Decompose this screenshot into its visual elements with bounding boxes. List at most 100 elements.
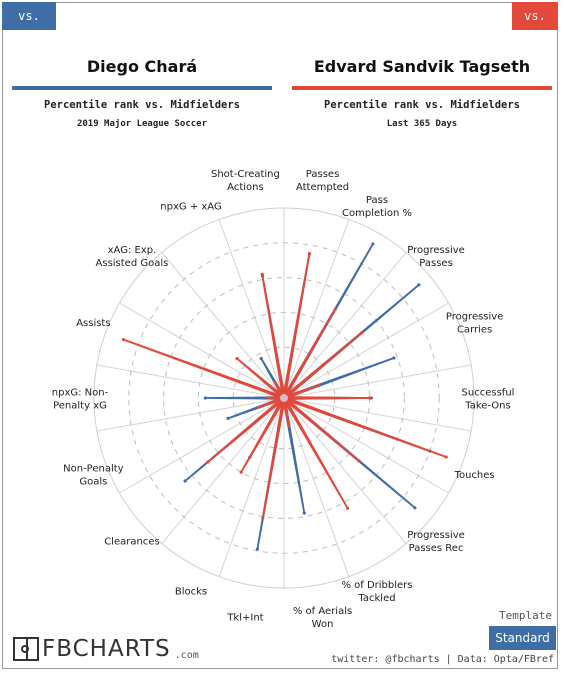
player2-subtitle: Percentile rank vs. Midfielders [324, 99, 520, 111]
category-label: Pass Completion % [342, 195, 412, 219]
radial-line [283, 397, 350, 577]
category-label: npxG + xAG [160, 202, 221, 213]
radial-line [119, 397, 285, 494]
category-label: Successful Take-Ons [462, 388, 515, 412]
category-label-line: % of Dribblers [341, 580, 412, 591]
series-point-1 [226, 416, 230, 420]
category-label: Touches [454, 470, 495, 481]
category-label-line: Actions [227, 182, 264, 193]
series-point-1 [392, 356, 396, 360]
category-label-line: Clearances [104, 537, 159, 548]
radial-line [283, 219, 350, 399]
category-label-line: Passes [419, 258, 453, 269]
radial-line [283, 397, 449, 494]
series-point-1 [302, 511, 306, 515]
series-point-2 [239, 470, 243, 474]
pitch-icon [13, 637, 39, 661]
grid-ring [93, 207, 475, 589]
series-point-2 [206, 460, 210, 464]
category-label: xAG: Exp. Assisted Goals [96, 245, 169, 269]
category-label-line: npxG + xAG [160, 202, 221, 213]
category-label: Progressive Carries [446, 312, 504, 336]
category-label: Progressive Passes Rec [407, 530, 465, 554]
player2-context: Last 365 Days [386, 119, 458, 129]
series-point-1 [413, 506, 417, 510]
template-standard-button[interactable]: Standard [489, 626, 556, 650]
category-label-line: npxG: Non- [52, 388, 109, 399]
category-label: npxG: Non- Penalty xG [52, 388, 109, 412]
radial-line [283, 252, 407, 399]
category-label: Progressive Passes [407, 245, 465, 269]
category-label-line: xAG: Exp. [108, 245, 157, 256]
category-label: Blocks [175, 586, 207, 597]
category-label-line: Tkl+Int [226, 613, 263, 624]
logo-suffix: .com [174, 649, 199, 661]
category-label-line: Attempted [296, 182, 349, 193]
radial-line [96, 397, 285, 432]
player1-color-bar [12, 86, 272, 90]
category-label-line: Progressive [446, 312, 504, 323]
series-point-1 [183, 479, 187, 483]
player2-color-bar [292, 86, 552, 90]
category-label-line: Carries [457, 325, 492, 336]
data-credits: twitter: @fbcharts | Data: Opta/FBref [331, 654, 554, 665]
category-label-line: Progressive [407, 245, 465, 256]
series-point-2 [261, 516, 265, 520]
grid-ring [128, 242, 440, 554]
series-point-1 [417, 283, 421, 287]
series-point-2 [257, 405, 261, 409]
player1-context: 2019 Major League Soccer [76, 119, 208, 129]
category-label-line: Tackled [357, 593, 395, 604]
radial-line [119, 302, 285, 399]
category-label-line: Passes [306, 169, 340, 180]
category-label: % of Dribblers Tackled [341, 580, 412, 604]
category-label-line: Progressive [407, 530, 465, 541]
player1-subtitle: Percentile rank vs. Midfielders [44, 99, 240, 111]
series-point-1 [203, 396, 207, 400]
category-label-line: Blocks [175, 586, 207, 597]
series-point-2 [121, 337, 126, 342]
category-label-line: Non-Penalty [63, 463, 124, 474]
category-label-line: % of Aerials [293, 606, 352, 617]
series-point-2 [444, 455, 448, 459]
series-point-2 [260, 272, 264, 276]
category-label-line: Take-Ons [464, 401, 510, 412]
player1-comparison-tag[interactable]: vs. MF [2, 2, 56, 51]
series-point-1 [255, 547, 259, 551]
player2-comparison-tag[interactable]: vs. MF [512, 2, 558, 51]
series-point-2 [346, 506, 350, 510]
category-label-line: Shot-Creating [211, 169, 280, 180]
player2-name: Edvard Sandvik Tagseth [313, 57, 531, 76]
radial-line [161, 252, 285, 399]
series-point-2 [333, 307, 338, 311]
category-label: % of Aerials Won [293, 606, 352, 630]
radial-line [283, 397, 472, 432]
category-label-line: Successful [462, 388, 515, 399]
category-label-line: Touches [454, 470, 495, 481]
series-point-2 [357, 459, 361, 463]
series-point-1 [259, 356, 263, 361]
radial-line [96, 364, 285, 399]
grid-ring [163, 277, 405, 519]
series-point-2 [368, 396, 372, 400]
series-point-2 [359, 331, 364, 335]
series-area-2 [122, 252, 448, 520]
series-point-2 [235, 357, 239, 361]
category-label: Tkl+Int [226, 613, 263, 624]
category-label-line: Completion % [342, 208, 412, 219]
logo-text: FBCHARTS [42, 636, 171, 662]
category-label-line: Pass [366, 195, 388, 206]
category-label-line: Penalty xG [53, 401, 107, 412]
series-point-2 [307, 252, 312, 256]
category-label-line: Assisted Goals [96, 258, 169, 269]
radial-line [283, 364, 472, 399]
player1-name: Diego Chará [86, 57, 198, 76]
category-label: Non-Penalty Goals [63, 463, 124, 487]
series-point-1 [371, 242, 375, 246]
radial-line [218, 219, 285, 399]
category-label-line: Assists [76, 318, 110, 329]
series-point-2 [317, 383, 321, 387]
radial-line [161, 397, 285, 544]
